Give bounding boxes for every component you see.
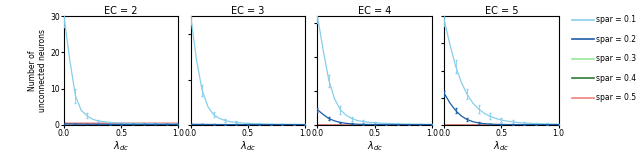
Title: EC = 4: EC = 4 (358, 6, 391, 16)
Title: EC = 3: EC = 3 (231, 6, 264, 16)
X-axis label: $\lambda_{dc}$: $\lambda_{dc}$ (113, 139, 129, 153)
X-axis label: $\lambda_{dc}$: $\lambda_{dc}$ (367, 139, 383, 153)
Text: spar = 0.1: spar = 0.1 (596, 15, 636, 24)
X-axis label: $\lambda_{dc}$: $\lambda_{dc}$ (493, 139, 509, 153)
Title: EC = 5: EC = 5 (484, 6, 518, 16)
Text: spar = 0.5: spar = 0.5 (596, 93, 636, 102)
Text: spar = 0.3: spar = 0.3 (596, 54, 636, 63)
Text: spar = 0.4: spar = 0.4 (596, 74, 636, 83)
Y-axis label: Number of
unconnected neurons: Number of unconnected neurons (28, 29, 47, 112)
X-axis label: $\lambda_{dc}$: $\lambda_{dc}$ (240, 139, 256, 153)
Title: EC = 2: EC = 2 (104, 6, 138, 16)
Text: spar = 0.2: spar = 0.2 (596, 35, 636, 44)
